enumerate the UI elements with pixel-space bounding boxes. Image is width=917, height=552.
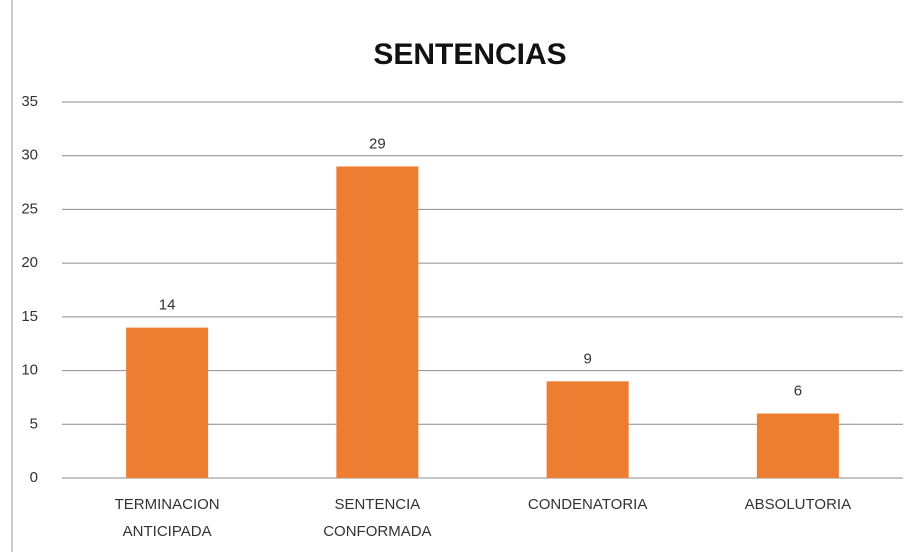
- y-tick-label: 25: [21, 200, 38, 217]
- data-label: 6: [794, 383, 802, 400]
- x-tick-label: SENTENCIA CONFORMADA: [323, 496, 431, 540]
- bar: [126, 327, 209, 478]
- y-tick-label: 30: [21, 147, 38, 164]
- x-tick-label: CONDENATORIA: [528, 496, 647, 513]
- bar: [546, 381, 629, 478]
- chart-title: SENTENCIAS: [373, 38, 566, 71]
- y-tick-label: 35: [21, 93, 38, 110]
- y-tick-label: 0: [30, 469, 38, 486]
- x-tick-label: TERMINACION ANTICIPADA: [115, 496, 220, 540]
- y-tick-label: 10: [21, 362, 38, 379]
- data-label: 14: [159, 297, 176, 314]
- y-tick-label: 15: [21, 308, 38, 325]
- bar: [336, 166, 419, 478]
- x-tick-label: ABSOLUTORIA: [745, 496, 851, 513]
- data-label: 9: [583, 350, 591, 367]
- y-tick-label: 20: [21, 254, 38, 271]
- y-tick-label: 5: [30, 415, 38, 432]
- bar: [756, 413, 839, 478]
- data-label: 29: [369, 135, 386, 152]
